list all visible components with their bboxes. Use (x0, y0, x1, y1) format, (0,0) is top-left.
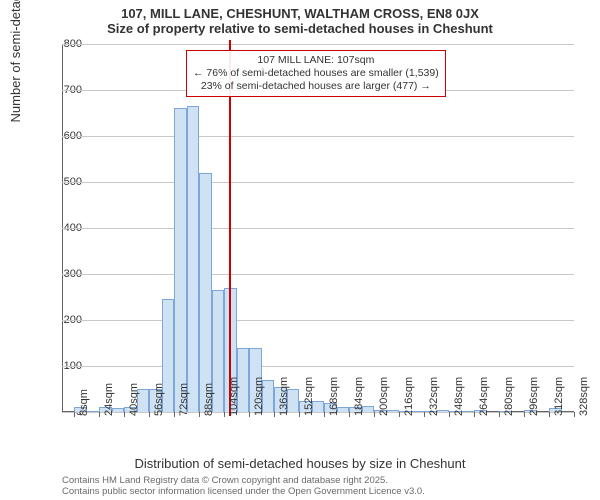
x-tick-label: 40sqm (128, 383, 140, 416)
x-tick-label: 280sqm (503, 377, 515, 416)
grid-line (62, 366, 574, 367)
histogram-bar (174, 108, 186, 412)
x-tick-mark (124, 412, 125, 417)
grid-line (62, 136, 574, 137)
x-tick-mark (449, 412, 450, 417)
x-tick-label: 56sqm (153, 383, 165, 416)
x-tick-mark (249, 412, 250, 417)
x-tick-label: 216sqm (403, 377, 415, 416)
plot-area: 107 MILL LANE: 107sqm← 76% of semi-detac… (62, 44, 574, 412)
x-tick-label: 120sqm (253, 377, 265, 416)
x-tick-label: 328sqm (578, 377, 590, 416)
x-tick-label: 248sqm (453, 377, 465, 416)
grid-line (62, 228, 574, 229)
x-tick-label: 264sqm (478, 377, 490, 416)
x-tick-label: 168sqm (328, 377, 340, 416)
annotation-line: 23% of semi-detached houses are larger (… (193, 80, 439, 93)
annotation-box: 107 MILL LANE: 107sqm← 76% of semi-detac… (186, 50, 446, 97)
grid-line (62, 320, 574, 321)
x-tick-mark (474, 412, 475, 417)
x-tick-mark (574, 412, 575, 417)
x-tick-mark (299, 412, 300, 417)
x-tick-label: 312sqm (553, 377, 565, 416)
x-tick-mark (424, 412, 425, 417)
x-tick-label: 8sqm (78, 389, 90, 416)
annotation-line: 107 MILL LANE: 107sqm (193, 54, 439, 67)
x-tick-mark (199, 412, 200, 417)
x-tick-label: 184sqm (353, 377, 365, 416)
x-tick-mark (499, 412, 500, 417)
x-tick-mark (99, 412, 100, 417)
x-tick-mark (224, 412, 225, 417)
x-tick-mark (349, 412, 350, 417)
x-tick-mark (374, 412, 375, 417)
x-tick-label: 104sqm (228, 377, 240, 416)
title-main: 107, MILL LANE, CHESHUNT, WALTHAM CROSS,… (0, 0, 600, 21)
x-tick-label: 232sqm (428, 377, 440, 416)
y-axis-label: Number of semi-detached properties (8, 0, 23, 123)
x-tick-label: 296sqm (528, 377, 540, 416)
x-tick-label: 24sqm (103, 383, 115, 416)
credits-line-2: Contains public sector information licen… (62, 487, 425, 498)
credits: Contains HM Land Registry data © Crown c… (62, 476, 425, 498)
x-tick-label: 72sqm (178, 383, 190, 416)
x-tick-mark (274, 412, 275, 417)
chart-container: 107, MILL LANE, CHESHUNT, WALTHAM CROSS,… (0, 0, 600, 500)
histogram-bar (199, 173, 211, 412)
x-tick-label: 88sqm (203, 383, 215, 416)
x-axis-label: Distribution of semi-detached houses by … (0, 456, 600, 471)
x-tick-mark (399, 412, 400, 417)
x-tick-label: 152sqm (303, 377, 315, 416)
x-tick-mark (324, 412, 325, 417)
x-tick-label: 200sqm (378, 377, 390, 416)
title-sub: Size of property relative to semi-detach… (0, 21, 600, 40)
x-tick-label: 136sqm (278, 377, 290, 416)
x-tick-mark (549, 412, 550, 417)
grid-line (62, 182, 574, 183)
grid-line (62, 274, 574, 275)
x-tick-mark (174, 412, 175, 417)
histogram-bar (187, 106, 199, 412)
grid-line (62, 44, 574, 45)
x-tick-mark (149, 412, 150, 417)
x-tick-mark (524, 412, 525, 417)
x-tick-mark (74, 412, 75, 417)
annotation-line: ← 76% of semi-detached houses are smalle… (193, 67, 439, 80)
